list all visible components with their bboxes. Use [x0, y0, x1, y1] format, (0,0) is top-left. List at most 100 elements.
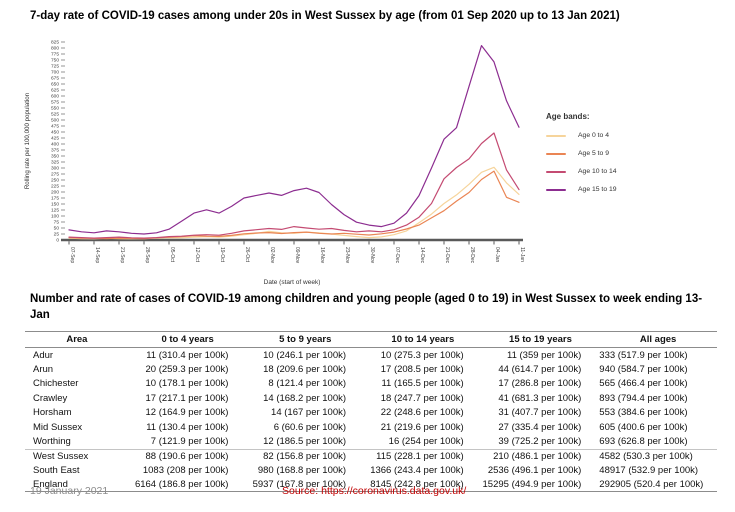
series-line-age-5-to-9	[68, 170, 520, 240]
value-cell: 115 (228.1 per 100k)	[376, 450, 464, 462]
svg-text:26-Oct: 26-Oct	[244, 247, 250, 263]
svg-text:575: 575	[51, 100, 59, 106]
value-cell: 15295 (494.9 per 100k)	[482, 478, 582, 490]
column-header: 0 to 4 years	[161, 334, 214, 345]
svg-text:250: 250	[51, 178, 59, 184]
svg-text:500: 500	[51, 118, 59, 124]
legend-line-swatch-icon	[546, 170, 566, 173]
svg-text:12-Oct: 12-Oct	[194, 247, 200, 263]
value-cell: 4582 (530.3 per 100k)	[599, 450, 693, 462]
svg-text:25: 25	[54, 232, 60, 238]
svg-text:02-Nov: 02-Nov	[269, 247, 275, 264]
value-cell: 16 (254 per 100k)	[388, 436, 464, 448]
svg-text:300: 300	[51, 166, 59, 172]
value-cell: 553 (384.6 per 100k)	[599, 407, 688, 419]
table-row: Mid Sussex 11 (130.4 per 100k) 6 (60.6 per…	[25, 420, 717, 434]
value-cell: 10 (275.3 per 100k)	[380, 349, 464, 361]
column-header: 10 to 14 years	[391, 334, 455, 345]
value-cell: 605 (400.6 per 100k)	[599, 421, 688, 433]
svg-text:825: 825	[51, 40, 59, 46]
legend-entry: Age 5 to 9	[546, 150, 716, 157]
covid-rate-line-chart: 0255075100125150175200225250275300325350…	[24, 40, 525, 286]
table-row: South East 1083 (208 per 100k) 980 (168.8 …	[25, 463, 717, 477]
value-cell: 20 (259.3 per 100k)	[145, 364, 229, 376]
area-cell: Mid Sussex	[33, 421, 83, 433]
svg-text:375: 375	[51, 148, 59, 154]
svg-text:07-Sep: 07-Sep	[69, 247, 75, 263]
svg-text:21-Sep: 21-Sep	[119, 247, 125, 263]
value-cell: 980 (168.8 per 100k)	[257, 464, 347, 476]
value-cell: 44 (614.7 per 100k)	[498, 364, 582, 376]
value-cell: 333 (517.9 per 100k)	[599, 349, 688, 361]
svg-text:325: 325	[51, 160, 59, 166]
value-cell: 11 (165.5 per 100k)	[381, 378, 464, 390]
area-cell: West Sussex	[33, 450, 89, 462]
value-cell: 27 (335.4 per 100k)	[498, 421, 582, 433]
svg-text:725: 725	[51, 64, 59, 70]
svg-text:600: 600	[51, 94, 59, 100]
value-cell: 210 (486.1 per 100k)	[493, 450, 582, 462]
value-cell: 1366 (243.4 per 100k)	[370, 464, 464, 476]
value-cell: 39 (725.2 per 100k)	[498, 436, 582, 448]
svg-text:150: 150	[51, 202, 59, 208]
svg-text:125: 125	[51, 208, 59, 214]
legend-entry-label: Age 0 to 4	[578, 132, 609, 139]
value-cell: 14 (168.2 per 100k)	[263, 392, 347, 404]
svg-text:350: 350	[51, 154, 59, 160]
value-cell: 48917 (532.9 per 100k)	[599, 464, 699, 476]
value-cell: 12 (164.9 per 100k)	[145, 407, 229, 419]
svg-text:14-Sep: 14-Sep	[94, 247, 100, 263]
svg-text:425: 425	[51, 136, 59, 142]
legend-line-swatch-icon	[546, 134, 566, 137]
value-cell: 1083 (208 per 100k)	[142, 464, 229, 476]
value-cell: 2536 (496.1 per 100k)	[487, 464, 582, 476]
svg-text:0: 0	[56, 238, 59, 244]
legend-title: Age bands:	[546, 112, 590, 121]
value-cell: 6164 (186.8 per 100k)	[134, 478, 229, 490]
value-cell: 12 (186.5 per 100k)	[263, 436, 347, 448]
y-axis-label: Rolling rate per 100,000 population	[24, 92, 31, 189]
legend-entry: Age 0 to 4	[546, 132, 716, 139]
svg-text:04-Jan: 04-Jan	[494, 247, 500, 263]
svg-text:50: 50	[54, 226, 60, 232]
value-cell: 940 (584.7 per 100k)	[599, 364, 688, 376]
value-cell: 31 (407.7 per 100k)	[498, 407, 582, 419]
value-cell: 11 (130.4 per 100k)	[146, 421, 229, 433]
svg-text:28-Dec: 28-Dec	[469, 247, 475, 264]
value-cell: 17 (286.8 per 100k)	[498, 378, 582, 390]
svg-text:775: 775	[51, 52, 59, 58]
chart-legend: Age bands: Age 0 to 4 Age 5 to 9 Age 10 to…	[546, 112, 716, 193]
series-line-age-10-to-14	[68, 132, 520, 239]
svg-text:05-Oct: 05-Oct	[169, 247, 175, 263]
svg-text:175: 175	[51, 196, 59, 202]
y-axis: 0255075100125150175200225250275300325350…	[51, 40, 65, 244]
legend-entries: Age 0 to 4 Age 5 to 9 Age 10 to 14 Age 15 t…	[546, 132, 716, 193]
value-cell: 292905 (520.4 per 100k)	[599, 478, 704, 490]
svg-text:450: 450	[51, 130, 59, 136]
legend-line-swatch-icon	[546, 152, 566, 155]
svg-text:19-Oct: 19-Oct	[219, 247, 225, 263]
svg-text:675: 675	[51, 76, 59, 82]
svg-text:14-Dec: 14-Dec	[419, 247, 425, 264]
value-cell: 11 (359 per 100k)	[507, 349, 582, 361]
area-cell: Adur	[33, 349, 54, 361]
value-cell: 10 (178.1 per 100k)	[145, 378, 229, 390]
svg-text:28-Sep: 28-Sep	[144, 247, 150, 263]
svg-text:650: 650	[51, 82, 59, 88]
svg-text:800: 800	[51, 46, 59, 52]
x-axis: 07-Sep 14-Sep 21-Sep 28-Sep 05-Oct 12-Oct 19-O…	[61, 238, 525, 264]
x-axis-label: Date (start of week)	[264, 279, 321, 286]
table-row: Arun 20 (259.3 per 100k) 18 (209.6 per 100…	[25, 362, 717, 376]
svg-text:75: 75	[54, 220, 60, 226]
legend-line-swatch-icon	[546, 188, 566, 191]
svg-text:700: 700	[51, 70, 59, 76]
area-cell: England	[33, 478, 68, 490]
svg-text:30-Nov: 30-Nov	[369, 247, 375, 264]
value-cell: 693 (626.8 per 100k)	[599, 436, 688, 448]
svg-text:16-Nov: 16-Nov	[319, 247, 325, 264]
legend-entry-label: Age 10 to 14	[578, 168, 617, 175]
legend-entry-label: Age 15 to 19	[578, 186, 617, 193]
legend-entry-label: Age 5 to 9	[578, 150, 609, 157]
value-cell: 8145 (242.8 per 100k)	[370, 478, 464, 490]
value-cell: 18 (247.7 per 100k)	[380, 392, 464, 404]
